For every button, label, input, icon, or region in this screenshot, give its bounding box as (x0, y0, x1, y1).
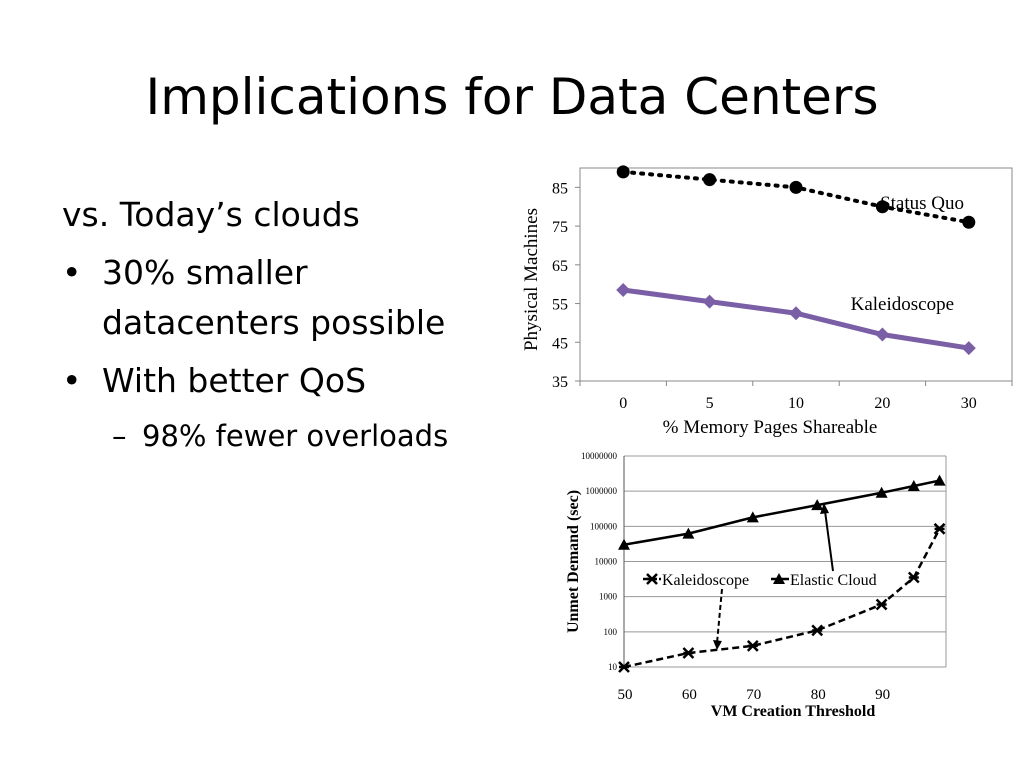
y-tick-label: 10000000 (581, 451, 618, 461)
x-axis-label: % Memory Pages Shareable (663, 417, 878, 438)
legend-label-kaleidoscope: Kaleidoscope (662, 572, 749, 589)
x-tick-label: 60 (682, 687, 697, 703)
data-point (875, 327, 890, 342)
y-tick-label: 65 (552, 258, 568, 275)
x-tick-label: 5 (706, 395, 714, 412)
y-tick-label: 35 (552, 374, 568, 391)
x-tick-label: 10 (788, 395, 804, 412)
data-point (682, 527, 695, 539)
y-axis-label: Physical Machines (521, 208, 542, 351)
y-tick-label: 10 (608, 662, 618, 672)
x-tick-label: 70 (746, 687, 761, 703)
data-point (618, 538, 630, 550)
x-tick-label: 0 (619, 395, 627, 412)
data-point (703, 173, 717, 187)
x-tick-label: 90 (875, 687, 890, 703)
x-tick-label: 50 (618, 687, 633, 703)
legend-box (640, 569, 895, 589)
y-tick-label: 10000 (595, 557, 618, 567)
data-point (618, 661, 630, 673)
data-point (789, 306, 803, 321)
legend-label-elastic-cloud: Elastic Cloud (790, 572, 877, 589)
data-point (933, 522, 946, 535)
x-tick-label: 30 (961, 395, 977, 412)
legend-marker-kaleidoscope (646, 573, 658, 585)
annotation-arrow-kaleidoscope (716, 588, 723, 644)
y-tick-label: 100 (604, 627, 618, 637)
plot-frame (579, 167, 1013, 382)
arrow-head (820, 503, 829, 514)
y-tick-label: 75 (552, 219, 568, 236)
x-axis-label: VM Creation Threshold (711, 703, 876, 720)
bullet-marker: – (112, 419, 127, 453)
annotation-arrow-elastic-cloud (824, 510, 834, 572)
bullet-text: With better QoS (102, 361, 367, 400)
data-point (907, 571, 920, 584)
bullet-text: vs. Today’s clouds (62, 195, 360, 234)
y-axis-label: Unmet Demand (sec) (565, 490, 582, 633)
x-tick-label: 80 (811, 687, 826, 703)
bullet-marker: • (62, 253, 82, 292)
bullet-list: vs. Today’s clouds • 30% smaller datacen… (62, 190, 502, 458)
data-point (875, 486, 888, 498)
bullet-item: vs. Today’s clouds (62, 190, 502, 240)
series-label-status-quo: Status Quo (880, 193, 964, 214)
data-point (702, 294, 717, 309)
data-point (616, 165, 630, 179)
data-point (789, 180, 803, 194)
y-tick-label: 85 (552, 180, 568, 197)
data-point (961, 341, 976, 356)
y-tick-label: 45 (552, 335, 568, 352)
bullet-item: • With better QoS (62, 356, 502, 406)
data-point (811, 624, 824, 637)
bullet-item: • 30% smaller datacenters possible (62, 248, 502, 348)
legend-marker-elastic-cloud (773, 573, 785, 584)
bullet-item: – 98% fewer overloads (62, 414, 502, 458)
data-point (682, 647, 695, 659)
y-tick-label: 1000 (599, 592, 618, 602)
data-point (811, 499, 824, 511)
y-tick-label: 55 (552, 297, 568, 314)
bullet-text: 30% smaller datacenters possible (102, 253, 446, 342)
data-point (933, 474, 946, 486)
slide-title: Implications for Data Centers (145, 68, 879, 126)
series-label-kaleidoscope: Kaleidoscope (851, 294, 954, 315)
series-line-kaleidoscope (623, 528, 941, 669)
bullet-text: 98% fewer overloads (142, 419, 449, 453)
data-point (962, 215, 976, 229)
data-point (875, 200, 889, 214)
data-point (746, 639, 759, 652)
arrow-head (713, 640, 722, 650)
data-point (746, 511, 759, 523)
series-line-elastic-cloud (623, 479, 940, 546)
data-point (616, 282, 631, 297)
bullet-marker: • (62, 361, 82, 400)
y-tick-label: 1000000 (586, 486, 618, 496)
x-tick-label: 20 (874, 395, 890, 412)
data-point (875, 598, 888, 611)
data-point (907, 480, 920, 492)
y-tick-label: 100000 (590, 521, 618, 531)
